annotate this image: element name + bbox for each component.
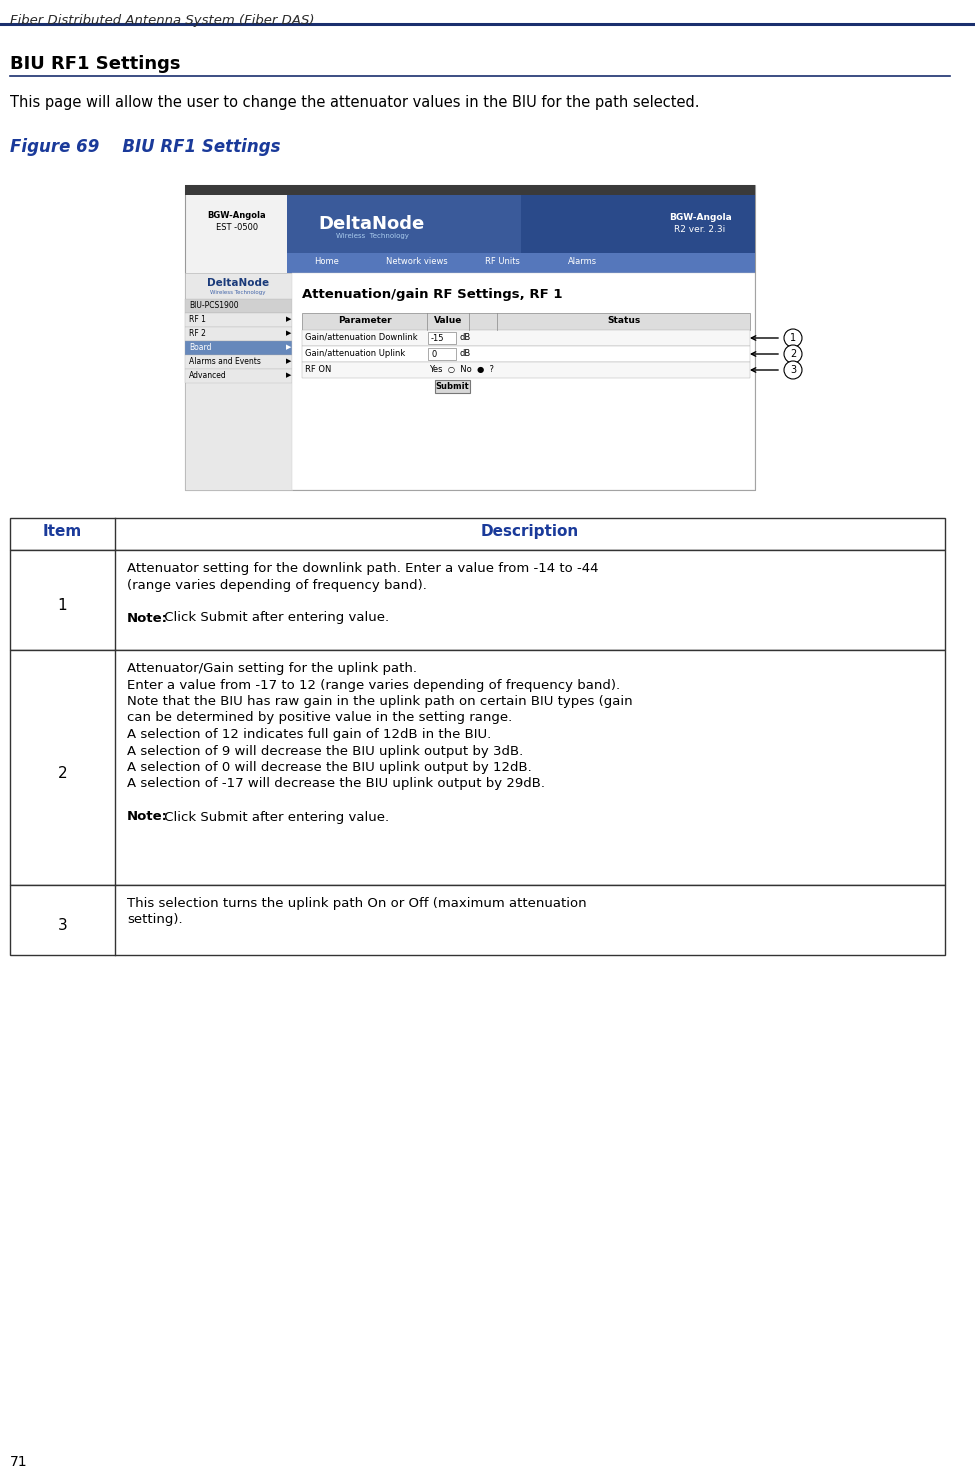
Text: DeltaNode: DeltaNode: [319, 214, 425, 233]
Bar: [185, 355, 292, 368]
Bar: [521, 195, 755, 252]
Text: BIU RF1 Settings: BIU RF1 Settings: [10, 54, 180, 73]
Text: Attenuator setting for the downlink path. Enter a value from -14 to -44: Attenuator setting for the downlink path…: [127, 562, 599, 575]
Text: dB: dB: [460, 333, 471, 342]
Text: A selection of 12 indicates full gain of 12dB in the BIU.: A selection of 12 indicates full gain of…: [127, 728, 491, 741]
Text: Submit: Submit: [435, 382, 469, 390]
Bar: [185, 185, 755, 490]
Text: ▶: ▶: [286, 330, 292, 336]
Text: BGW-Angola: BGW-Angola: [669, 213, 731, 222]
Text: 0: 0: [431, 349, 436, 360]
Circle shape: [784, 329, 802, 346]
Text: Attenuator/Gain setting for the uplink path.: Attenuator/Gain setting for the uplink p…: [127, 662, 417, 675]
Bar: [10, 518, 945, 550]
Text: Attenuation/gain RF Settings, RF 1: Attenuation/gain RF Settings, RF 1: [302, 288, 563, 301]
Text: Gain/attenuation Uplink: Gain/attenuation Uplink: [305, 349, 406, 358]
Text: 2: 2: [790, 349, 797, 360]
Text: A selection of 9 will decrease the BIU uplink output by 3dB.: A selection of 9 will decrease the BIU u…: [127, 744, 524, 757]
Circle shape: [784, 345, 802, 363]
Text: 3: 3: [790, 366, 796, 374]
Text: RF 1: RF 1: [189, 316, 206, 324]
Text: A selection of -17 will decrease the BIU uplink output by 29dB.: A selection of -17 will decrease the BIU…: [127, 778, 545, 790]
Text: Click Submit after entering value.: Click Submit after entering value.: [160, 612, 389, 624]
Bar: [185, 341, 292, 355]
Text: RF Units: RF Units: [485, 257, 520, 266]
Bar: [185, 299, 292, 313]
Bar: [287, 195, 755, 252]
Text: can be determined by positive value in the setting range.: can be determined by positive value in t…: [127, 712, 512, 725]
Text: (range varies depending of frequency band).: (range varies depending of frequency ban…: [127, 578, 427, 592]
Text: setting).: setting).: [127, 913, 182, 926]
Text: Board: Board: [189, 344, 212, 352]
Text: This page will allow the user to change the attenuator values in the BIU for the: This page will allow the user to change …: [10, 95, 699, 110]
Text: ▶: ▶: [286, 358, 292, 364]
Text: 1: 1: [790, 333, 796, 344]
Text: Home: Home: [315, 257, 339, 266]
Text: Figure 69    BIU RF1 Settings: Figure 69 BIU RF1 Settings: [10, 138, 281, 156]
Bar: [435, 380, 470, 393]
Text: Alarms: Alarms: [567, 257, 597, 266]
Bar: [185, 273, 292, 490]
Bar: [292, 273, 755, 490]
Text: 1: 1: [58, 599, 67, 614]
Text: 3: 3: [58, 919, 67, 934]
Bar: [185, 313, 292, 327]
Text: Network views: Network views: [386, 257, 448, 266]
Bar: [428, 332, 456, 344]
Text: Advanced: Advanced: [189, 371, 227, 380]
Text: ▶: ▶: [286, 371, 292, 377]
Bar: [185, 368, 292, 383]
Bar: [185, 185, 755, 195]
Text: Click Submit after entering value.: Click Submit after entering value.: [160, 810, 389, 824]
Text: Value: Value: [434, 316, 462, 324]
Text: BIU-PCS1900: BIU-PCS1900: [189, 301, 239, 310]
Text: Note that the BIU has raw gain in the uplink path on certain BIU types (gain: Note that the BIU has raw gain in the up…: [127, 694, 633, 708]
Text: Enter a value from -17 to 12 (range varies depending of frequency band).: Enter a value from -17 to 12 (range vari…: [127, 678, 620, 691]
Bar: [302, 346, 750, 363]
Bar: [302, 363, 750, 377]
Text: 71: 71: [10, 1455, 27, 1468]
Text: Fiber Distributed Antenna System (Fiber DAS): Fiber Distributed Antenna System (Fiber …: [10, 15, 315, 26]
Text: Yes  ○  No  ●  ?: Yes ○ No ● ?: [429, 366, 494, 374]
Bar: [428, 348, 456, 360]
Bar: [185, 327, 292, 341]
Text: Wireless  Technology: Wireless Technology: [335, 233, 409, 239]
Text: R2 ver. 2.3i: R2 ver. 2.3i: [675, 225, 725, 233]
Text: dB: dB: [460, 349, 471, 358]
Text: Parameter: Parameter: [337, 316, 391, 324]
Text: Item: Item: [43, 524, 82, 539]
Bar: [302, 330, 750, 346]
Text: Status: Status: [606, 316, 641, 324]
Circle shape: [784, 361, 802, 379]
Text: RF ON: RF ON: [305, 366, 332, 374]
Text: -15: -15: [431, 335, 445, 344]
Text: RF 2: RF 2: [189, 329, 206, 338]
Bar: [10, 885, 945, 956]
Text: BGW-Angola: BGW-Angola: [208, 211, 266, 220]
Text: Note:: Note:: [127, 612, 168, 624]
Text: Alarms and Events: Alarms and Events: [189, 357, 261, 366]
Text: DeltaNode: DeltaNode: [207, 277, 269, 288]
Text: This selection turns the uplink path On or Off (maximum attenuation: This selection turns the uplink path On …: [127, 897, 587, 910]
Text: Note:: Note:: [127, 810, 168, 824]
Bar: [10, 650, 945, 885]
Text: 2: 2: [58, 766, 67, 781]
Text: Gain/attenuation Downlink: Gain/attenuation Downlink: [305, 333, 417, 342]
Text: ▶: ▶: [286, 344, 292, 349]
Bar: [10, 550, 945, 650]
Text: EST -0500: EST -0500: [215, 223, 258, 232]
Text: Description: Description: [481, 524, 579, 539]
Bar: [287, 252, 755, 273]
Bar: [302, 313, 750, 330]
Text: A selection of 0 will decrease the BIU uplink output by 12dB.: A selection of 0 will decrease the BIU u…: [127, 760, 531, 774]
Text: Wireless Technology: Wireless Technology: [211, 291, 266, 295]
Text: ▶: ▶: [286, 316, 292, 321]
